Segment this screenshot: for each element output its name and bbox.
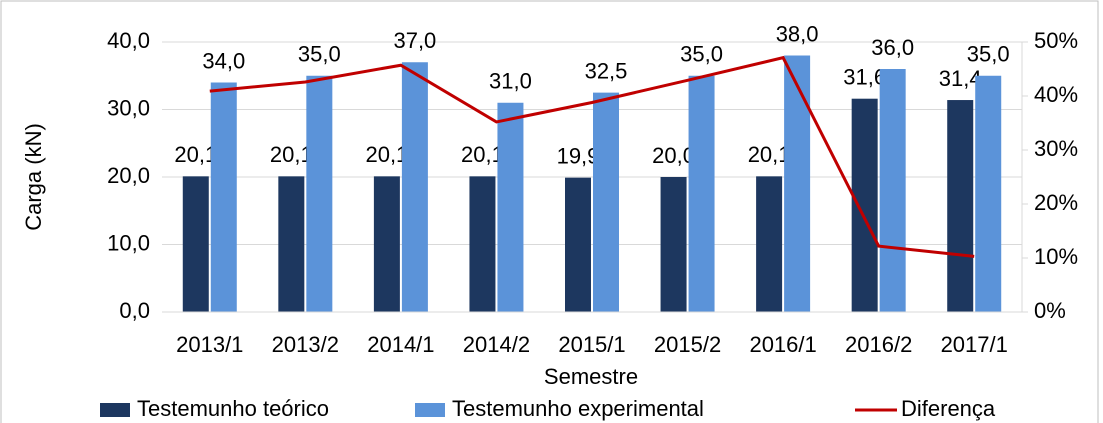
legend-swatch xyxy=(100,403,130,417)
bar xyxy=(947,100,974,312)
bar xyxy=(469,176,496,312)
x-tick-label: 2015/1 xyxy=(558,332,625,357)
bar xyxy=(975,75,1002,312)
bar xyxy=(688,75,715,312)
legend-label: Testemunho teórico xyxy=(137,396,329,421)
bar xyxy=(497,102,524,312)
y-axis-title: Carga (kN) xyxy=(21,123,46,231)
data-label: 31,4 xyxy=(939,66,982,91)
data-label: 20,1 xyxy=(270,142,313,167)
data-label: 20,1 xyxy=(365,142,408,167)
line xyxy=(209,55,975,258)
x-tick-label: 2016/2 xyxy=(845,332,912,357)
y-tick-label: 30,0 xyxy=(107,95,150,120)
bar xyxy=(182,176,209,312)
legend-label: Diferença xyxy=(901,396,996,421)
x-tick-label: 2013/1 xyxy=(176,332,243,357)
data-label: 38,0 xyxy=(776,21,819,46)
bar xyxy=(401,62,428,312)
data-label: 20,1 xyxy=(748,142,791,167)
x-tick-label: 2016/1 xyxy=(749,332,816,357)
legend-swatch xyxy=(415,403,445,417)
legend-label: Testemunho experimental xyxy=(452,396,704,421)
bar xyxy=(756,176,783,312)
x-tick-label: 2014/1 xyxy=(367,332,434,357)
bar xyxy=(879,69,906,312)
data-label: 20,1 xyxy=(461,142,504,167)
data-label: 36,0 xyxy=(871,35,914,60)
x-tick-label: 2013/2 xyxy=(272,332,339,357)
y2-tick-label: 40% xyxy=(1034,82,1078,107)
y-tick-label: 10,0 xyxy=(107,230,150,255)
data-label: 19,9 xyxy=(557,143,600,168)
y2-tick-label: 30% xyxy=(1034,136,1078,161)
y-tick-label: 0,0 xyxy=(119,298,150,323)
data-label: 20,0 xyxy=(652,143,695,168)
y2-tick-label: 0% xyxy=(1034,298,1066,323)
bar xyxy=(373,176,400,312)
data-label: 35,0 xyxy=(680,42,723,67)
data-label: 35,0 xyxy=(967,42,1010,67)
data-label: 32,5 xyxy=(585,58,628,83)
data-label: 20,1 xyxy=(174,142,217,167)
x-tick-label: 2015/2 xyxy=(654,332,721,357)
bar xyxy=(565,177,591,312)
data-label: 37,0 xyxy=(393,28,436,53)
bar xyxy=(210,82,237,312)
data-label: 31,0 xyxy=(489,69,532,94)
bar xyxy=(851,98,878,312)
y2-tick-label: 10% xyxy=(1034,244,1078,269)
data-label: 31,6 xyxy=(843,65,886,90)
bar xyxy=(278,176,305,312)
y-tick-label: 20,0 xyxy=(107,163,150,188)
y2-tick-label: 50% xyxy=(1034,28,1078,53)
bar xyxy=(593,92,619,312)
x-tick-label: 2017/1 xyxy=(941,332,1008,357)
bar xyxy=(660,177,687,312)
y2-tick-label: 20% xyxy=(1034,190,1078,215)
x-tick-label: 2014/2 xyxy=(463,332,530,357)
data-label: 34,0 xyxy=(202,48,245,73)
bar xyxy=(784,55,811,312)
y-tick-label: 40,0 xyxy=(107,28,150,53)
bar xyxy=(306,75,333,312)
data-label: 35,0 xyxy=(298,42,341,67)
x-axis-title: Semestre xyxy=(544,364,638,389)
